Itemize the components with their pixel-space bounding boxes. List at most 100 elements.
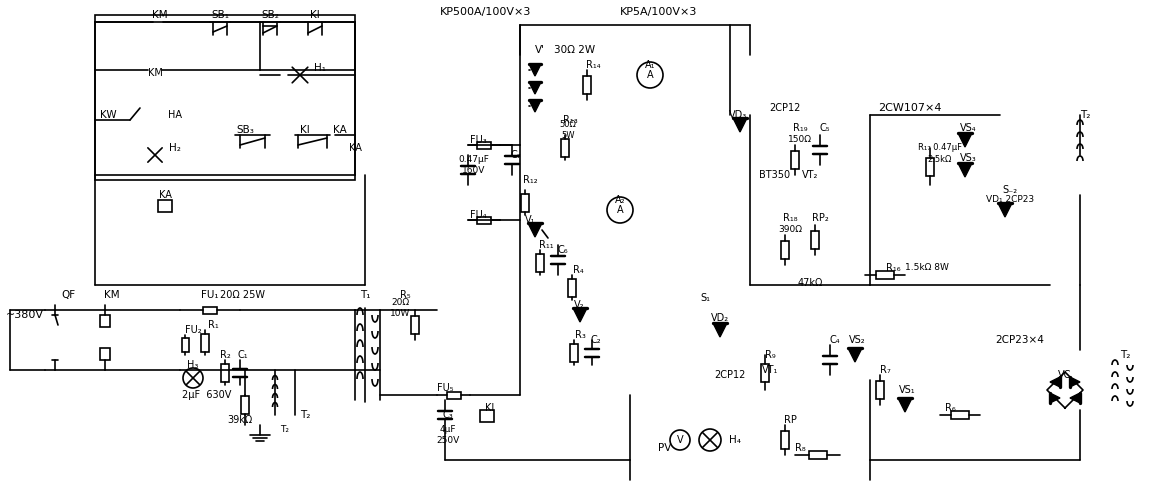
Text: 2CW107×4: 2CW107×4 <box>879 103 942 113</box>
Text: 2.5kΩ: 2.5kΩ <box>928 155 952 165</box>
Text: 2CP12: 2CP12 <box>769 103 801 113</box>
Polygon shape <box>958 163 972 177</box>
Bar <box>411 316 419 334</box>
Bar <box>100 315 110 327</box>
Polygon shape <box>899 398 911 412</box>
Text: R₇: R₇ <box>880 365 890 375</box>
Bar <box>182 338 189 352</box>
Text: C₂: C₂ <box>591 335 602 345</box>
Circle shape <box>699 429 721 451</box>
Bar <box>791 151 799 169</box>
Text: T₂: T₂ <box>300 410 310 420</box>
Bar <box>221 363 229 382</box>
Text: H₂: H₂ <box>169 143 181 153</box>
Text: 150Ω: 150Ω <box>788 136 812 144</box>
Circle shape <box>144 144 167 166</box>
Polygon shape <box>529 100 541 112</box>
Bar <box>583 76 591 94</box>
Bar <box>447 391 461 398</box>
Polygon shape <box>1070 393 1080 403</box>
Text: C₁: C₁ <box>238 350 249 360</box>
Text: VS₂: VS₂ <box>849 335 866 345</box>
Text: R₂: R₂ <box>219 350 230 360</box>
Text: 20Ω
10W: 20Ω 10W <box>389 298 411 317</box>
Bar <box>148 78 162 90</box>
Text: R₁₆: R₁₆ <box>886 263 901 273</box>
Text: R₄: R₄ <box>572 265 583 275</box>
Text: KI: KI <box>310 10 320 20</box>
Bar <box>561 139 569 156</box>
Text: R₁₁: R₁₁ <box>538 240 554 250</box>
Text: KA: KA <box>333 125 347 135</box>
Text: C₆: C₆ <box>557 245 568 255</box>
Text: V₁: V₁ <box>524 215 535 225</box>
Bar <box>570 344 578 361</box>
Text: R₁₄: R₁₄ <box>585 60 601 70</box>
Text: RP₂: RP₂ <box>812 213 828 223</box>
Text: R₁₇ 0.47μF: R₁₇ 0.47μF <box>918 143 962 152</box>
Bar <box>158 200 172 212</box>
Text: R₁₂: R₁₂ <box>523 175 537 185</box>
Text: 2CP23×4: 2CP23×4 <box>996 335 1044 345</box>
Text: A₂: A₂ <box>615 195 625 205</box>
Text: T₂: T₂ <box>280 425 290 434</box>
Text: FU₄: FU₄ <box>469 210 487 220</box>
Text: R₁₃: R₁₃ <box>563 115 577 125</box>
Text: 20Ω 25W: 20Ω 25W <box>219 290 264 300</box>
Text: VT₁: VT₁ <box>761 365 778 375</box>
Text: 4μF
250V: 4μF 250V <box>436 425 460 445</box>
Bar <box>951 411 969 419</box>
Text: C₅: C₅ <box>820 123 830 133</box>
Circle shape <box>637 62 663 88</box>
Bar <box>477 141 491 148</box>
Polygon shape <box>998 203 1012 217</box>
Text: T₁: T₁ <box>360 290 371 300</box>
Text: FU₅: FU₅ <box>436 383 453 393</box>
Text: HA: HA <box>168 110 182 120</box>
Text: KM: KM <box>148 68 162 78</box>
Text: T₂: T₂ <box>1120 350 1131 360</box>
Text: KI: KI <box>300 125 310 135</box>
Bar <box>876 271 894 279</box>
Text: C₄: C₄ <box>829 335 840 345</box>
Bar <box>521 193 529 211</box>
Bar <box>925 157 934 176</box>
Text: KA: KA <box>158 190 171 200</box>
Bar <box>480 410 494 422</box>
Text: FU₁: FU₁ <box>202 290 219 300</box>
Bar <box>100 348 110 360</box>
Text: R₆: R₆ <box>944 403 955 413</box>
Text: 1.5kΩ 8W: 1.5kΩ 8W <box>906 263 949 273</box>
Text: KP500A/100V×3: KP500A/100V×3 <box>440 7 531 17</box>
Text: T₂: T₂ <box>1080 110 1090 120</box>
Text: VT₂: VT₂ <box>802 170 819 180</box>
Bar <box>203 307 217 314</box>
Text: SB₃: SB₃ <box>236 125 253 135</box>
Bar <box>568 279 576 296</box>
Text: 30Ω 2W: 30Ω 2W <box>555 45 596 55</box>
Text: 47kΩ: 47kΩ <box>798 278 822 288</box>
Circle shape <box>289 63 312 87</box>
Text: KP5A/100V×3: KP5A/100V×3 <box>621 7 698 17</box>
Bar <box>536 253 544 272</box>
Text: H₄: H₄ <box>728 435 741 445</box>
Polygon shape <box>529 82 541 94</box>
Text: KM: KM <box>104 290 120 300</box>
Text: 50Ω
5W: 50Ω 5W <box>560 120 576 140</box>
Text: BT350: BT350 <box>759 170 791 180</box>
Text: A₁: A₁ <box>645 60 656 70</box>
Bar <box>876 381 884 399</box>
Text: KI: KI <box>486 403 495 413</box>
Polygon shape <box>848 348 862 362</box>
Bar <box>152 20 167 32</box>
Bar <box>808 451 827 459</box>
Text: SB₁: SB₁ <box>211 10 229 20</box>
Circle shape <box>606 197 633 223</box>
Text: R₁: R₁ <box>208 320 218 330</box>
Text: R₃: R₃ <box>575 330 585 340</box>
Text: 2CP12: 2CP12 <box>714 370 746 380</box>
Text: VD₁ 2CP23: VD₁ 2CP23 <box>986 196 1035 205</box>
Text: VS₁: VS₁ <box>899 385 915 395</box>
Text: R₁₈: R₁₈ <box>782 213 798 223</box>
Text: S₁: S₁ <box>700 293 710 303</box>
